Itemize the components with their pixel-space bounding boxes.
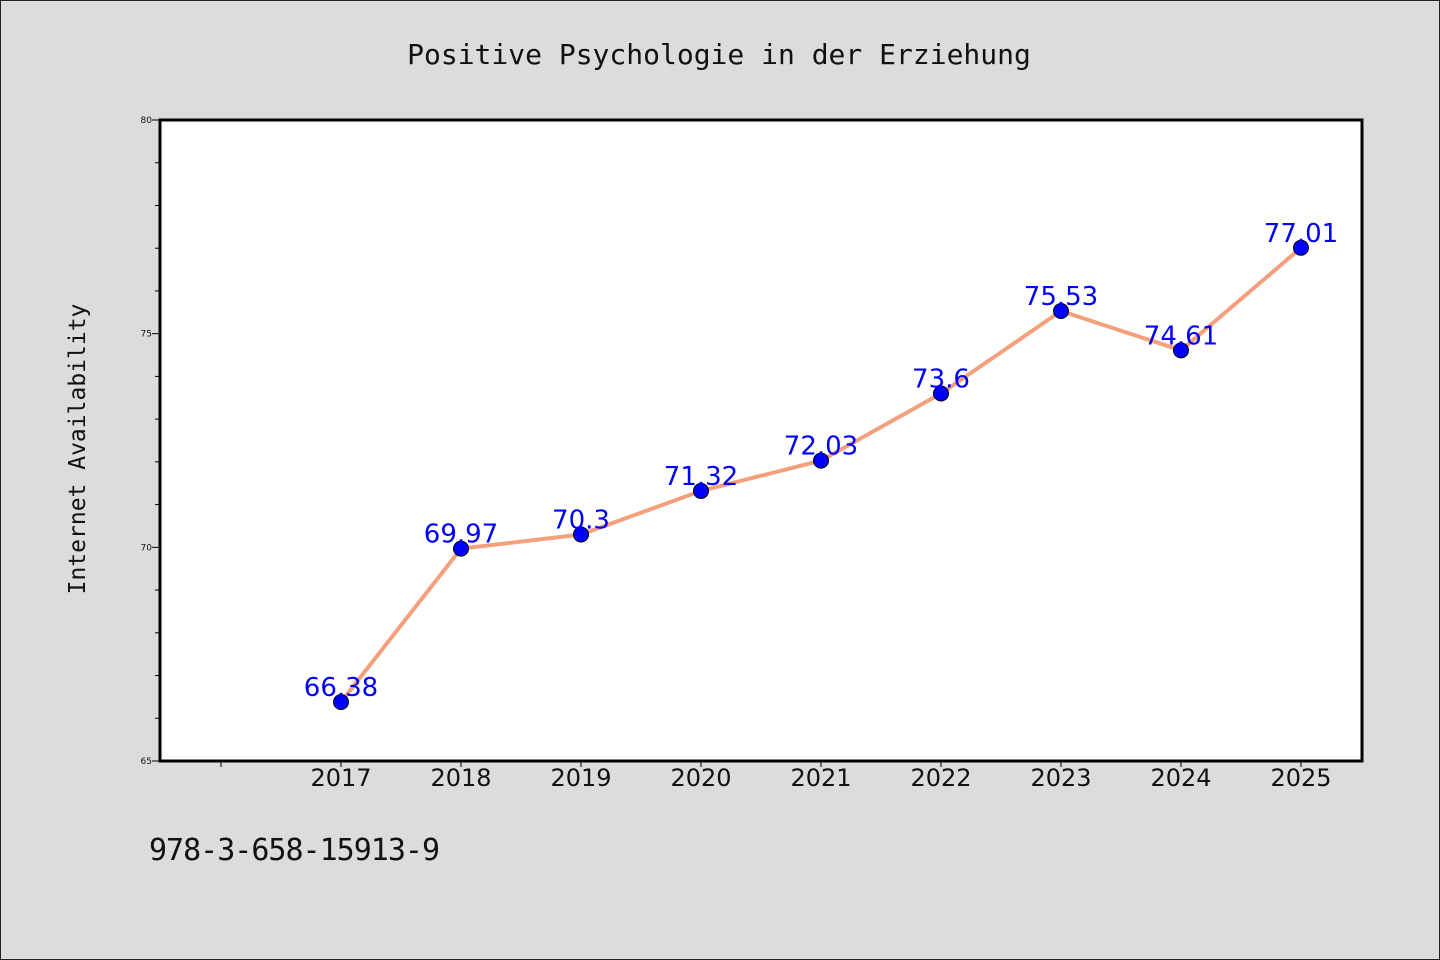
data-point [1293,239,1309,256]
data-point [573,526,589,543]
data-label: 73.6 [912,364,970,394]
data-label: 66.38 [304,673,378,703]
data-point [813,452,829,469]
y-axis-label: Internet Availability [65,304,91,595]
data-label: 77.01 [1264,219,1338,249]
data-labels: 66.38 69.97 70.3 71.32 72.03 73.6 75.53 74.61 77… [304,219,1338,703]
data-point [693,482,709,499]
data-point [453,540,469,557]
data-label: 72.03 [784,432,858,462]
data-point [1173,342,1189,359]
isbn-label: 978-3-658-15913-9 [149,833,440,868]
data-label: 70.3 [552,506,610,536]
data-point [1053,303,1069,320]
data-label: 69.97 [424,520,498,550]
y-tick-label: 65 [141,757,152,767]
x-tick-label: 2025 [1270,764,1331,792]
x-tick-label: 2022 [910,764,971,792]
x-tick-label: 2017 [310,764,371,792]
x-axis-ticks: 2017 2018 2019 2020 2021 2022 2023 2024 2025 [220,761,1332,792]
data-point [333,694,349,711]
x-tick-label: 2021 [790,764,851,792]
plot-area [158,118,1364,763]
y-axis-ticks: 65 70 75 80 [141,116,160,767]
x-tick-label: 2019 [550,764,611,792]
y-tick-label: 70 [141,543,153,553]
x-tick-label: 2024 [1150,764,1211,792]
x-tick-label: 2020 [670,764,731,792]
series-layer [333,239,1309,711]
chart-title: Positive Psychologie in der Erziehung [407,38,1031,71]
x-tick-label: 2023 [1030,764,1091,792]
data-point [933,385,949,402]
data-label: 71.32 [664,462,738,492]
data-label: 75.53 [1024,282,1098,312]
y-tick-label: 80 [141,116,153,126]
x-tick-label: 2018 [430,764,491,792]
y-tick-label: 75 [141,330,152,340]
data-label: 74.61 [1144,321,1218,351]
